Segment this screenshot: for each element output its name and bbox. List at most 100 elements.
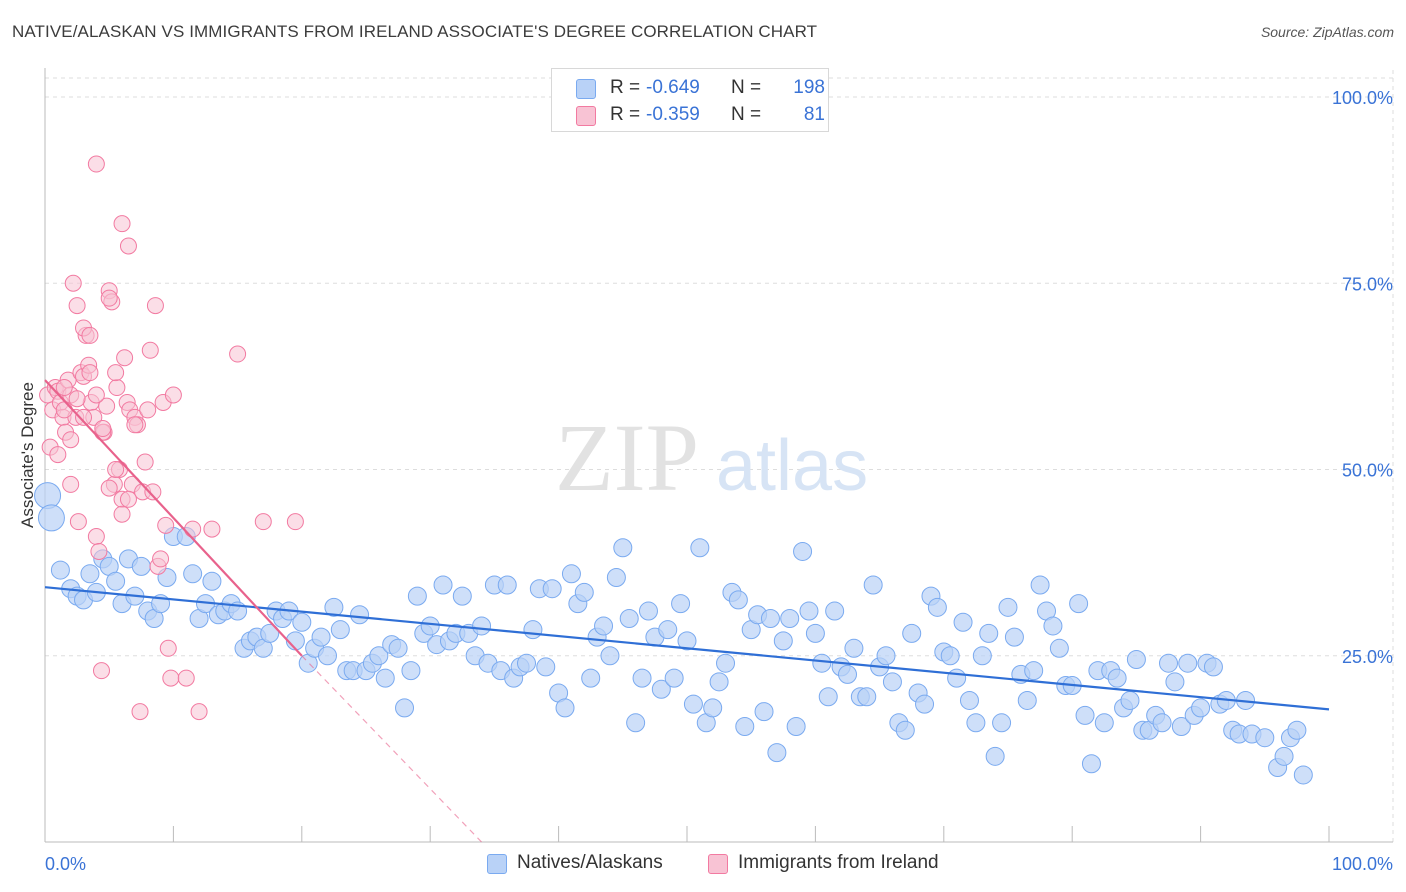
data-point-natives	[433, 575, 453, 595]
data-point-natives	[472, 616, 492, 636]
series-natives-points	[34, 482, 1313, 785]
data-point-ireland	[184, 520, 202, 538]
data-point-ireland	[87, 528, 105, 546]
data-point-natives	[1030, 575, 1050, 595]
data-point-ireland	[87, 155, 105, 173]
data-point-ireland	[64, 274, 82, 292]
data-point-ireland	[81, 326, 99, 344]
data-point-natives	[395, 698, 415, 718]
data-point-natives	[773, 631, 793, 651]
data-point-natives	[1159, 653, 1178, 673]
data-point-ireland	[108, 379, 126, 397]
legend-label-natives: Natives/Alaskans	[517, 852, 663, 873]
data-point-natives	[690, 538, 710, 558]
data-point-ireland	[55, 379, 73, 397]
data-point-natives	[1178, 653, 1198, 673]
data-point-natives	[953, 612, 973, 632]
data-point-ireland	[164, 386, 182, 404]
data-point-natives	[606, 568, 626, 588]
data-point-natives	[34, 482, 62, 510]
data-point-natives	[1107, 668, 1127, 688]
data-point-natives	[940, 646, 960, 666]
data-point-ireland	[107, 461, 125, 478]
data-point-natives	[709, 672, 729, 692]
data-point-ireland	[81, 364, 99, 382]
trend-lines	[44, 379, 1330, 843]
data-point-natives	[317, 646, 337, 666]
data-point-ireland	[68, 390, 86, 408]
data-point-natives	[1081, 754, 1101, 774]
data-point-natives	[805, 623, 825, 643]
data-point-ireland	[68, 297, 86, 315]
data-point-ireland	[159, 639, 177, 657]
data-point-natives	[131, 556, 151, 576]
data-point-natives	[1094, 713, 1114, 733]
data-point-natives	[202, 571, 222, 591]
data-point-natives	[1069, 594, 1089, 614]
data-point-natives	[260, 623, 280, 643]
data-point-natives	[613, 538, 633, 558]
data-point-natives	[80, 564, 100, 584]
data-point-ireland	[144, 483, 162, 501]
data-point-natives	[985, 746, 1005, 766]
data-point-natives	[927, 597, 947, 617]
data-point-natives	[651, 679, 671, 699]
data-point-natives	[594, 616, 614, 636]
data-point-natives	[517, 653, 536, 673]
data-point-ireland	[146, 297, 164, 315]
data-point-ireland	[113, 215, 131, 233]
data-point-natives	[780, 609, 800, 628]
data-point-ireland	[126, 416, 144, 434]
data-point-natives	[793, 541, 813, 561]
data-point-ireland	[107, 364, 125, 382]
data-point-natives	[561, 564, 581, 584]
data-point-natives	[452, 586, 472, 606]
axes	[44, 68, 1393, 843]
data-point-natives	[574, 582, 594, 602]
data-point-ireland	[177, 669, 195, 687]
data-point-ireland	[119, 490, 137, 508]
data-point-natives	[1203, 657, 1223, 677]
y-tick-label: 100.0%	[1332, 88, 1393, 108]
x-tick-label: 100.0%	[1332, 854, 1393, 874]
data-point-ireland	[254, 513, 272, 531]
data-point-natives	[407, 586, 427, 606]
data-point-natives	[330, 620, 350, 640]
data-point-natives	[786, 717, 806, 737]
stats-legend: R = -0.649 N = 198 R = -0.359 N = 81	[551, 68, 829, 132]
data-point-natives	[979, 623, 999, 643]
data-point-natives	[728, 590, 748, 610]
y-tick-label: 50.0%	[1342, 461, 1393, 481]
data-point-natives	[1191, 698, 1211, 718]
data-point-natives	[369, 646, 389, 666]
legend-r-value: -0.359	[646, 104, 700, 125]
data-point-ireland	[113, 505, 131, 523]
x-tick-label: 0.0%	[45, 854, 86, 874]
chart-title: NATIVE/ALASKAN VS IMMIGRANTS FROM IRELAN…	[12, 22, 818, 41]
data-point-natives	[671, 594, 691, 614]
data-point-natives	[388, 638, 408, 658]
data-point-natives	[1043, 616, 1063, 636]
data-point-natives	[703, 698, 723, 718]
data-point-natives	[972, 646, 992, 666]
legend-swatch-blue	[487, 854, 507, 874]
data-point-natives	[959, 690, 979, 710]
data-point-natives	[1293, 765, 1313, 785]
trendline-ireland	[44, 379, 303, 657]
data-point-natives	[626, 713, 646, 733]
data-point-natives	[812, 653, 832, 673]
data-point-natives	[632, 668, 652, 688]
data-point-natives	[1075, 705, 1095, 725]
axis-labels: 25.0% 50.0% 75.0% 100.0% 0.0% 100.0% Associate…	[18, 88, 1393, 874]
legend-n-label: N =	[731, 104, 762, 125]
data-point-ireland	[90, 542, 108, 560]
legend-r-value: -0.649	[646, 77, 700, 98]
data-point-natives	[895, 720, 915, 740]
data-point-natives	[50, 560, 70, 580]
data-point-natives	[767, 743, 787, 763]
data-point-natives	[581, 668, 601, 688]
data-point-ireland	[98, 397, 116, 415]
data-point-natives	[1120, 690, 1140, 710]
data-point-natives	[106, 571, 126, 591]
data-point-natives	[664, 668, 684, 688]
